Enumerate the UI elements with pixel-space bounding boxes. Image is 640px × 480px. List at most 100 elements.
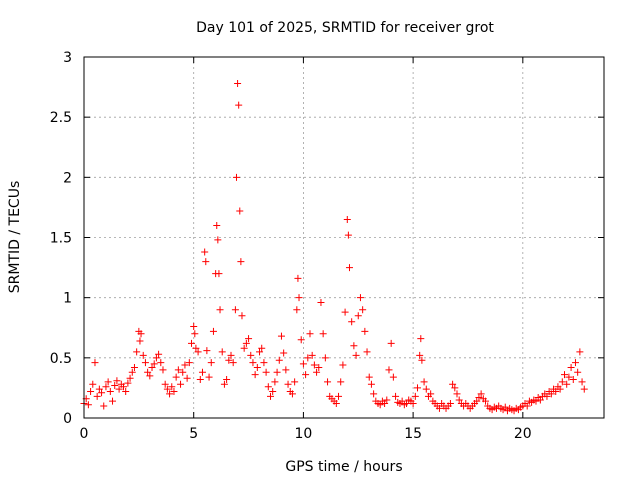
data-point: [453, 390, 461, 398]
data-point: [383, 396, 391, 404]
data-point: [269, 388, 277, 396]
data-point: [133, 348, 141, 356]
y-axis-ticks: 0 0.5 1 1.5 2 2.5 3: [50, 50, 604, 427]
data-point: [299, 360, 307, 368]
data-point: [194, 348, 202, 356]
data-point: [532, 397, 540, 405]
data-point: [556, 385, 564, 393]
data-point: [361, 327, 369, 335]
data-point: [172, 373, 180, 381]
data-point: [253, 363, 261, 371]
data-point: [376, 401, 384, 409]
data-point: [418, 356, 426, 364]
data-point: [161, 380, 169, 388]
data-point: [291, 378, 299, 386]
data-point: [179, 368, 187, 376]
data-point: [152, 354, 160, 362]
data-point: [417, 335, 425, 343]
y-axis-label: SRMTID / TECUs: [7, 181, 23, 294]
data-point: [109, 397, 117, 405]
data-point: [235, 101, 243, 109]
y-tick-label: 3: [63, 50, 72, 66]
data-point: [218, 348, 226, 356]
data-point: [332, 400, 340, 408]
data-point: [473, 397, 481, 405]
data-point: [416, 351, 424, 359]
data-point: [166, 390, 174, 398]
data-point: [343, 215, 351, 223]
data-point: [249, 359, 257, 367]
y-tick-label: 2: [63, 170, 72, 186]
data-point: [449, 380, 457, 388]
data-point: [348, 318, 356, 326]
data-point: [273, 368, 281, 376]
data-point: [227, 351, 235, 359]
y-tick-label: 0: [63, 411, 72, 427]
data-point: [100, 402, 108, 410]
data-point: [337, 378, 345, 386]
data-point: [98, 389, 106, 397]
data-point: [455, 396, 463, 404]
y-tick-label: 2.5: [50, 110, 72, 126]
data-point: [205, 373, 213, 381]
data-point: [157, 359, 165, 367]
data-point: [198, 368, 206, 376]
x-tick-label: 20: [514, 426, 532, 442]
data-point: [295, 294, 303, 302]
data-point: [106, 388, 114, 396]
x-tick-label: 10: [294, 426, 312, 442]
data-point: [155, 350, 163, 358]
data-point: [192, 344, 200, 352]
data-point: [225, 356, 233, 364]
data-point: [159, 366, 167, 374]
data-point: [201, 248, 209, 256]
data-point: [389, 373, 397, 381]
data-point: [523, 402, 531, 410]
data-point: [571, 359, 579, 367]
data-point: [350, 342, 358, 350]
data-point: [191, 330, 199, 338]
data-point: [188, 339, 196, 347]
data-point: [89, 380, 97, 388]
data-point: [420, 378, 428, 386]
data-point: [207, 359, 215, 367]
data-point: [561, 371, 569, 379]
data-point: [242, 339, 250, 347]
data-point: [258, 344, 266, 352]
data-point: [297, 336, 305, 344]
data-point: [398, 397, 406, 405]
data-point: [256, 348, 264, 356]
data-point: [435, 404, 443, 412]
data-point: [317, 298, 325, 306]
data-point: [288, 390, 296, 398]
data-point: [580, 385, 588, 393]
gridlines: [84, 57, 604, 418]
data-point: [558, 378, 566, 386]
data-point: [385, 366, 393, 374]
plot-frame: [83, 56, 605, 419]
data-point: [141, 359, 149, 367]
data-point: [220, 380, 228, 388]
data-point: [319, 330, 327, 338]
data-point: [411, 392, 419, 400]
data-point: [271, 378, 279, 386]
data-point: [122, 388, 130, 396]
data-point: [552, 388, 560, 396]
data-point: [113, 377, 121, 385]
x-axis-ticks: 0 5 10 15 20: [80, 57, 532, 442]
data-point: [181, 361, 189, 369]
data-point: [339, 361, 347, 369]
x-tick-label: 0: [80, 426, 89, 442]
data-point: [304, 354, 312, 362]
data-point: [354, 312, 362, 320]
data-point: [104, 378, 112, 386]
data-point: [148, 363, 156, 371]
data-point: [102, 383, 110, 391]
data-point: [236, 207, 244, 215]
data-point: [126, 374, 134, 382]
data-point: [392, 392, 400, 400]
data-point: [128, 368, 136, 376]
data-point: [324, 378, 332, 386]
data-point: [427, 390, 435, 398]
data-point: [335, 392, 343, 400]
